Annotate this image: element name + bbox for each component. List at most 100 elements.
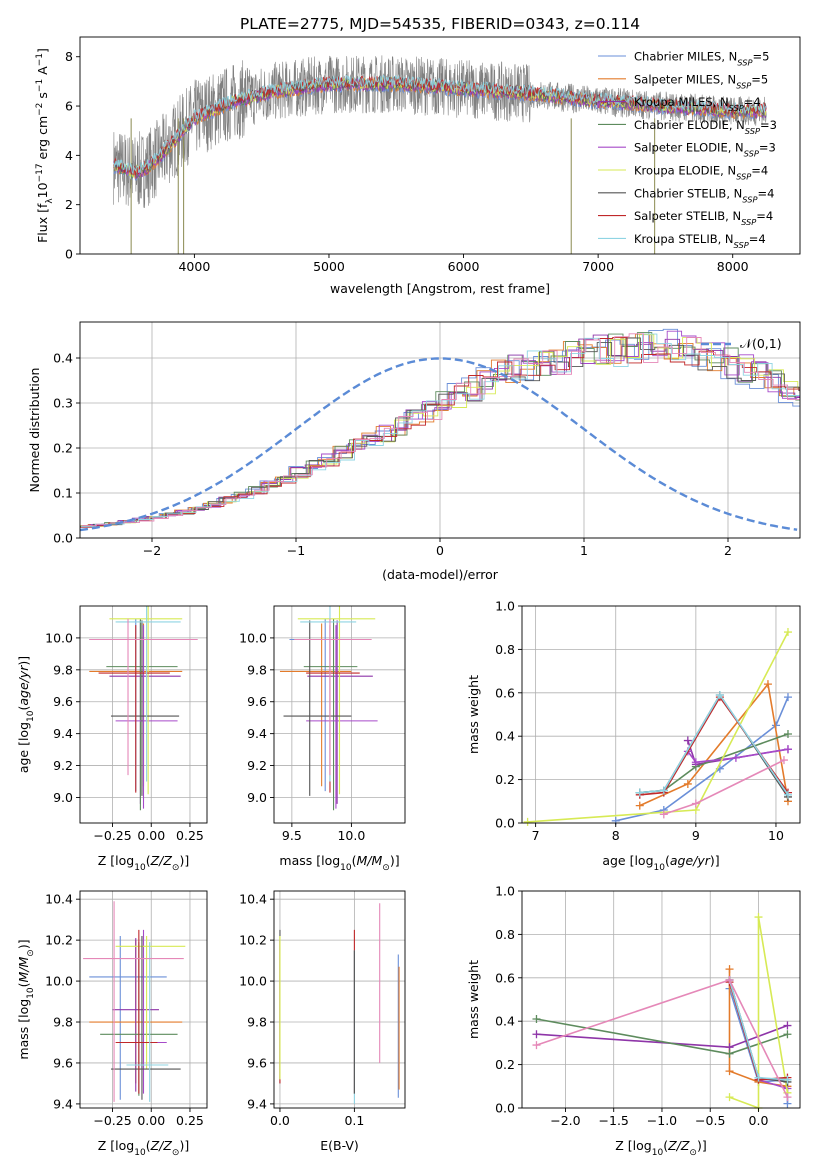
errorbar-point: [98, 625, 170, 793]
x-axis-label: wavelength [Angstrom, rest frame]: [330, 281, 550, 296]
y-tick-label: 9.6: [247, 694, 267, 709]
x-tick-label: 2: [724, 543, 732, 558]
y-tick-label: 9.6: [247, 1055, 267, 1070]
x-tick-label: 0.25: [176, 1113, 204, 1128]
observed-spectrum-line: [113, 55, 767, 209]
series-line: [639, 682, 789, 807]
axes-frame: [273, 890, 406, 1109]
x-tick-label: 7000: [582, 259, 614, 274]
axes-frame: [79, 36, 801, 255]
y-tick-label: 9.0: [247, 790, 267, 805]
y-axis-label: Flux [fλ10−17 erg cm−2 s−1 A−1]: [35, 48, 55, 243]
y-tick-label: 9.8: [247, 1015, 267, 1030]
y-tick-label: 10.0: [45, 630, 73, 645]
age-vs-mass-panel: 9.5 10.0 9.0 9.2 9.4 9.6 9.8 10.0 mass [log10(M/…: [239, 605, 406, 873]
x-tick-label: 0.00: [137, 828, 165, 843]
y-tick-label: 9.4: [247, 726, 267, 741]
y-tick-label: 10.2: [239, 933, 267, 948]
x-tick-label: 5000: [313, 259, 345, 274]
y-tick-label: 0.8: [495, 642, 515, 657]
x-axis-label: E(B-V): [320, 1138, 359, 1153]
series-marker: [532, 1015, 541, 1024]
y-tick-label: 0.2: [495, 772, 515, 787]
legend-label: Chabrier ELODIE, NSSP=3: [634, 118, 777, 136]
y-tick-label: 9.4: [53, 1096, 73, 1111]
series-marker: [725, 975, 734, 984]
errorbar-point: [112, 938, 159, 1092]
y-tick-label: 9.6: [53, 694, 73, 709]
x-tick-label: 9: [692, 828, 700, 843]
axes-frame: [273, 605, 406, 824]
y-axis-label: Normed distribution: [27, 368, 42, 493]
y-tick-label: 0.0: [495, 1101, 515, 1116]
y-tick-label: 2: [65, 197, 73, 212]
errorbar-point: [109, 620, 181, 804]
y-tick-label: 9.2: [53, 758, 73, 773]
x-tick-label: 0.0: [749, 1113, 769, 1128]
y-tick-label: 0.0: [495, 816, 515, 831]
errorbar-point: [115, 936, 186, 1070]
errorbar-point: [89, 618, 198, 776]
series-line: [687, 748, 789, 764]
x-axis-label: Z [log10(Z/Z⊙)]: [615, 1138, 706, 1158]
errorbar-body: [89, 606, 198, 811]
legend: Chabrier MILES, NSSP=5 Salpeter MILES, NS…: [598, 50, 777, 250]
x-axis-label: Z [log10(Z/Z⊙)]: [98, 853, 189, 873]
legend-label: Salpeter STELIB, NSSP=4: [634, 209, 773, 227]
weight-vs-age-panel: 7 8 9 10 0.0 0.2 0.4 0.6 0.8 1.0 age [log10(age/yr…: [466, 599, 801, 873]
y-tick-label: 0.1: [53, 486, 73, 501]
legend-label: 𝒩(0,1): [740, 336, 782, 351]
series-line: [639, 693, 789, 798]
legend-label: Chabrier MILES, NSSP=5: [634, 50, 769, 68]
series-marker: [783, 1021, 792, 1030]
series-marker: [715, 690, 724, 699]
model-fit-line: [113, 74, 767, 175]
x-axis-label: (data-model)/error: [382, 567, 499, 582]
x-tick-label: −1.5: [599, 1113, 629, 1128]
x-tick-label: 0.25: [176, 828, 204, 843]
series-marker: [783, 1075, 792, 1084]
errorbar-point: [300, 606, 357, 782]
errorbar-point: [89, 936, 167, 1100]
y-tick-label: 10.4: [45, 892, 73, 907]
y-tick-label: 0.4: [495, 729, 515, 744]
x-tick-label: 8000: [717, 259, 749, 274]
errorbar-point: [297, 606, 376, 795]
histogram-step: [80, 337, 800, 528]
errorbar-point: [307, 620, 373, 804]
x-axis-label: age [log10(age/yr)]: [602, 853, 719, 873]
x-tick-label: −0.25: [93, 828, 131, 843]
histogram-step: [81, 333, 800, 527]
errorbar-point: [294, 618, 372, 776]
series-marker: [779, 756, 788, 765]
y-tick-label: 8: [65, 49, 73, 64]
errorbar-point: [110, 936, 181, 1100]
y-axis-label: mass weight: [466, 675, 481, 754]
x-tick-label: 8: [612, 828, 620, 843]
series-marker: [783, 1093, 792, 1102]
y-tick-label: 1.0: [495, 599, 515, 614]
series-marker: [725, 965, 734, 974]
series-marker: [783, 730, 792, 739]
series-marker: [532, 1041, 541, 1050]
line-body: [532, 913, 792, 1111]
x-tick-label: 6000: [448, 259, 480, 274]
x-tick-label: 10.0: [337, 828, 365, 843]
x-tick-label: −2.0: [550, 1113, 580, 1128]
series-marker: [635, 801, 644, 810]
x-axis-label: Z [log10(Z/Z⊙)]: [98, 1138, 189, 1158]
x-tick-label: −0.5: [695, 1113, 725, 1128]
series-marker: [725, 1093, 734, 1102]
y-tick-label: 0.0: [53, 531, 73, 546]
axes-frame: [79, 890, 208, 1109]
y-tick-label: 6: [65, 99, 73, 114]
series-line: [639, 695, 789, 796]
x-tick-label: 4000: [178, 259, 210, 274]
normal-curve: [80, 357, 798, 532]
series-marker: [635, 788, 644, 797]
y-tick-label: 10.0: [239, 974, 267, 989]
y-tick-label: 9.8: [247, 662, 267, 677]
y-tick-label: 0.6: [495, 970, 515, 985]
x-tick-label: 1: [580, 543, 588, 558]
